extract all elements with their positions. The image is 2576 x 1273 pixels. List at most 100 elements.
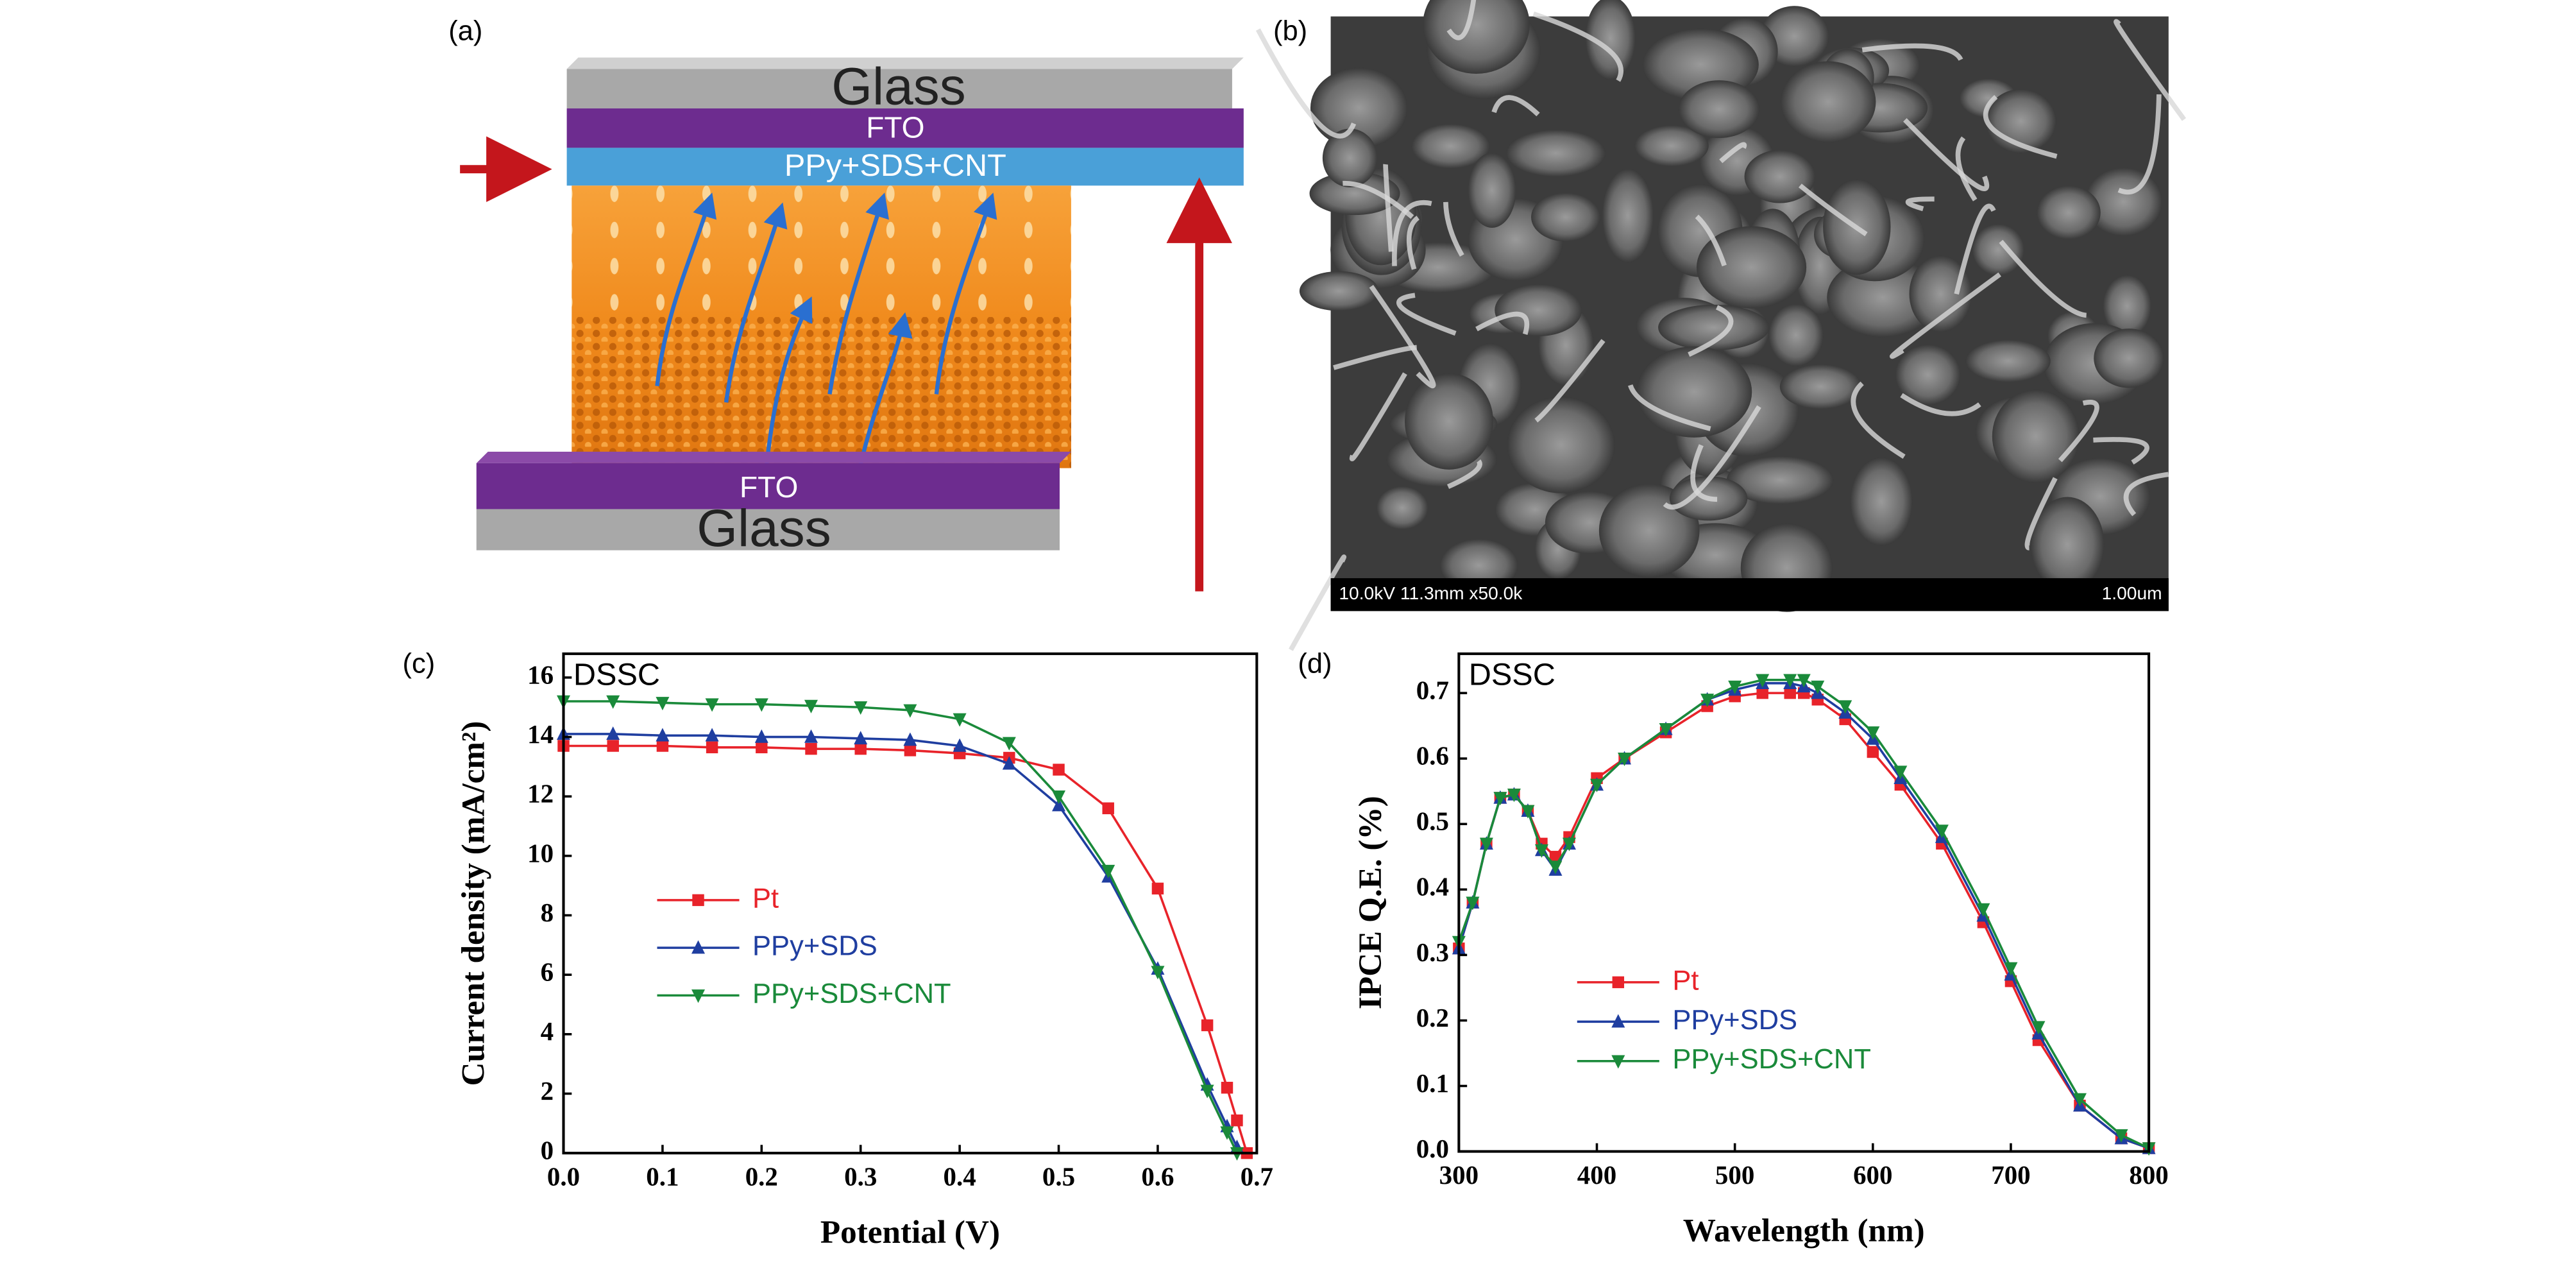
fiber <box>1446 0 1477 40</box>
fiber <box>1798 184 1868 237</box>
legend-label: Pt <box>752 883 779 914</box>
marker <box>1659 723 1673 737</box>
grain <box>1405 373 1494 470</box>
marker <box>1521 805 1535 819</box>
marker <box>1728 680 1742 694</box>
marker <box>1493 792 1507 806</box>
fiber <box>1900 393 1981 416</box>
legend-label: PPy+SDS <box>1672 1005 1797 1036</box>
fiber <box>1954 203 1996 295</box>
marker <box>1151 882 1164 895</box>
grain <box>1411 123 1490 169</box>
fiber <box>1999 239 2087 318</box>
caption-bar <box>1330 578 2169 611</box>
fiber <box>1349 372 1407 461</box>
y-tick-label: 8 <box>541 898 554 927</box>
marker <box>1611 1055 1625 1069</box>
panel-label: (c) <box>402 648 435 679</box>
series-line <box>1457 682 2149 1150</box>
marker <box>692 894 704 907</box>
marker <box>1797 674 1811 688</box>
layer-label: Glass <box>831 57 965 115</box>
marker <box>1894 765 1908 780</box>
x-tick-label: 400 <box>1577 1160 1616 1190</box>
grain <box>1505 130 1606 177</box>
y-tick-label: 0.2 <box>1416 1003 1449 1032</box>
marker <box>705 698 719 712</box>
marker <box>1534 844 1548 858</box>
fiber <box>1392 200 1432 266</box>
panel-label: (d) <box>1298 648 1332 679</box>
marker <box>706 741 718 754</box>
fiber <box>1695 214 1727 267</box>
y-tick-label: 0.3 <box>1416 937 1449 967</box>
y-tick-label: 0.7 <box>1416 676 1449 705</box>
marker <box>1867 746 1879 758</box>
marker <box>1700 694 1715 708</box>
marker <box>854 701 868 715</box>
fiber <box>1690 444 1718 502</box>
marker <box>1221 1081 1233 1094</box>
grain <box>1744 150 1816 203</box>
grain <box>1322 128 1378 187</box>
fiber <box>1688 305 1734 357</box>
legend-label: PPy+SDS+CNT <box>752 978 951 1009</box>
x-tick-label: 0.3 <box>844 1161 877 1191</box>
grain <box>1992 389 2080 483</box>
plot-frame <box>1457 652 2151 1153</box>
chart: (c) DSSC Pt PPy+SDS PPy+SDS+CNT 0.0 0.1 0.2 0.3 0… <box>402 648 1273 1251</box>
glass-layer <box>476 509 1060 551</box>
marker <box>854 742 867 755</box>
grain <box>1768 303 1824 366</box>
y-tick-label: 14 <box>527 719 554 749</box>
marker <box>2031 1021 2046 1035</box>
fiber <box>1890 272 2001 359</box>
marker <box>1562 837 1576 851</box>
scale-label: 1.00um <box>2102 583 2162 603</box>
y-tick-label: 6 <box>541 957 554 987</box>
marker <box>1783 674 1797 688</box>
cell-diagram: (a) Glass FTO PPy+SDS+CNT FTO Glass <box>448 16 1244 592</box>
fiber <box>1475 311 1530 335</box>
grain <box>1310 67 1408 149</box>
layer-label: FTO <box>740 470 798 504</box>
x-tick-label: 0.6 <box>1141 1161 1174 1191</box>
marker <box>1611 1014 1625 1028</box>
legend-label: PPy+SDS <box>752 931 877 962</box>
grain <box>1423 0 1530 74</box>
marker <box>1866 726 1880 740</box>
fiber <box>1955 136 1978 201</box>
fiber <box>2058 400 2099 463</box>
fiber <box>1861 43 1963 62</box>
y-tick-label: 0 <box>541 1136 554 1165</box>
marker <box>1479 837 1493 851</box>
caption: 10.0kV 11.3mm x50.0k <box>1339 583 1523 603</box>
marker <box>805 742 817 755</box>
grain <box>1909 255 1972 332</box>
fto-layer <box>476 463 1060 509</box>
x-tick-label: 0.2 <box>745 1161 778 1191</box>
marker <box>1935 824 1949 839</box>
marker <box>1052 790 1066 805</box>
marker <box>606 726 620 740</box>
marker <box>1811 680 1825 694</box>
fiber <box>1446 459 1482 490</box>
marker <box>1756 687 1768 699</box>
sem-image: (b) 10.0kV 11.3mm x50.0k 1.00um <box>1255 0 2187 651</box>
x-tick-label: 0.7 <box>1241 1161 1273 1191</box>
x-tick-label: 300 <box>1439 1160 1479 1190</box>
grain <box>1299 271 1379 311</box>
marker <box>1612 976 1625 989</box>
marker <box>1200 1084 1214 1098</box>
marker <box>1784 687 1796 699</box>
marker <box>1220 1126 1234 1140</box>
grain <box>1965 339 2051 382</box>
x-axis-label: Wavelength (nm) <box>1683 1212 1925 1249</box>
y-tick-label: 12 <box>527 779 554 808</box>
fiber <box>1903 118 1990 191</box>
marker <box>2004 962 2018 976</box>
marker <box>691 989 706 1004</box>
y-tick-label: 0.6 <box>1416 741 1449 771</box>
marker <box>1231 1114 1243 1127</box>
